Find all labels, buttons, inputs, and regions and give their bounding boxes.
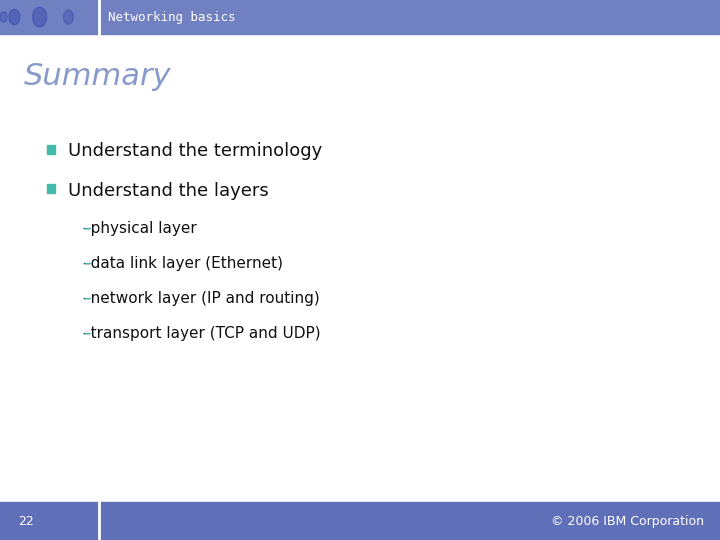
Ellipse shape	[63, 10, 73, 24]
Text: –: –	[83, 326, 91, 341]
Text: –: –	[83, 256, 91, 271]
Text: © 2006 IBM Corporation: © 2006 IBM Corporation	[552, 515, 704, 528]
Ellipse shape	[9, 9, 20, 25]
Text: Understand the terminology: Understand the terminology	[68, 142, 323, 160]
Text: Summary: Summary	[24, 62, 171, 91]
Text: –network layer (IP and routing): –network layer (IP and routing)	[83, 291, 320, 306]
Text: –: –	[83, 221, 91, 236]
Text: Understand the layers: Understand the layers	[68, 181, 269, 200]
Bar	[0, 0, 720, 34]
Text: –data link layer (Ethernet): –data link layer (Ethernet)	[83, 256, 283, 271]
Text: –transport layer (TCP and UDP): –transport layer (TCP and UDP)	[83, 326, 320, 341]
Text: 22: 22	[18, 515, 34, 528]
Text: –physical layer: –physical layer	[83, 221, 197, 236]
Bar	[0, 502, 720, 540]
Text: Networking basics: Networking basics	[108, 10, 235, 24]
Bar	[47, 145, 55, 153]
Bar	[47, 184, 55, 193]
Text: –: –	[83, 291, 91, 306]
Ellipse shape	[32, 7, 47, 27]
Ellipse shape	[0, 12, 7, 22]
